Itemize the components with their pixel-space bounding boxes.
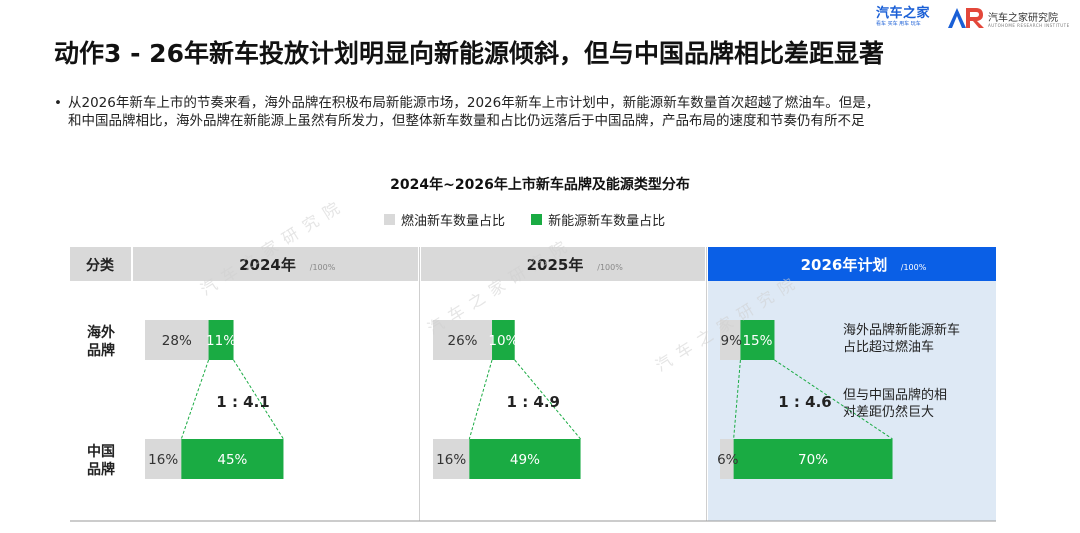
legend-label-nev: 新能源新车数量占比 <box>548 214 666 229</box>
period-header-label-1: 2024年 <box>239 256 296 274</box>
bar-nev-1-1 <box>208 320 234 360</box>
period-header-label-3: 2026年计划 <box>801 256 888 274</box>
legend-swatch-fuel <box>384 214 395 225</box>
period-header-cell-1 <box>133 247 418 281</box>
label-nev-3-1: 15% <box>742 333 772 349</box>
bar-fuel-3-2 <box>720 439 734 479</box>
bullet-point: • 从2026年新车上市的节奏来看，海外品牌在积极布局新能源市场，2026年新车… <box>54 94 1054 130</box>
connector-left-3 <box>733 359 741 440</box>
label-nev-3-2: 70% <box>798 452 828 468</box>
bar-nev-2-2 <box>469 439 581 479</box>
category-label-1-b: 品牌 <box>87 342 115 359</box>
bullet-line-2: 和中国品牌相比，海外品牌在新能源上虽然有所发力，但整体新车数量和占比仍远落后于中… <box>68 113 865 129</box>
bar-fuel-3-1 <box>720 320 741 360</box>
page-title: 动作3 - 26年新车投放计划明显向新能源倾斜，但与中国品牌相比差距显著 <box>54 39 884 68</box>
label-fuel-3-1: 9% <box>721 333 743 349</box>
ratio-label-2: 1 : 4.9 <box>507 393 560 411</box>
autohome-logo-name: 汽车之家 <box>876 6 931 21</box>
legend-label-fuel: 燃油新车数量占比 <box>401 214 506 229</box>
connector-right-1 <box>233 359 284 440</box>
period-header-unit-2: /100% <box>597 263 623 272</box>
autohome-logo-tagline: 看车 买车 用车 玩车 <box>876 21 921 27</box>
ratio-label-3: 1 : 4.6 <box>778 393 831 411</box>
label-fuel-1-2: 16% <box>148 452 178 468</box>
annotation-1-line-1: 海外品牌新能源新车 <box>843 322 960 338</box>
bar-fuel-1-1 <box>145 320 209 360</box>
label-nev-1-2: 45% <box>217 452 247 468</box>
connector-left-2 <box>468 359 493 440</box>
bar-fuel-1-2 <box>145 439 182 479</box>
category-label-2-b: 品牌 <box>87 461 115 478</box>
label-nev-2-1: 10% <box>488 333 518 349</box>
connector-right-2 <box>514 359 581 440</box>
ratio-label-1: 1 : 4.1 <box>216 393 269 411</box>
period-header-cell-2 <box>421 247 705 281</box>
bar-nev-3-2 <box>733 439 893 479</box>
category-label-2-a: 中国 <box>87 443 115 460</box>
label-fuel-3-2: 6% <box>717 452 739 468</box>
annotation-1-line-2: 占比超过燃油车 <box>843 339 934 355</box>
institute-logo-name: 汽车之家研究院 <box>988 13 1058 24</box>
connector-left-1 <box>180 359 210 440</box>
bar-nev-1-2 <box>181 439 284 479</box>
connector-right-3 <box>774 359 893 440</box>
period-header-label-2: 2025年 <box>527 256 584 274</box>
period-header-unit-1: /100% <box>310 263 336 272</box>
chart-title: 2024年~2026年上市新车品牌及能源类型分布 <box>390 177 690 193</box>
label-fuel-2-2: 16% <box>436 452 466 468</box>
label-nev-2-2: 49% <box>510 452 540 468</box>
bar-fuel-2-1 <box>433 320 493 360</box>
institute-logo-tagline: AUTOHOME RESEARCH INSTITUTE <box>988 23 1070 28</box>
bar-nev-3-1 <box>740 320 775 360</box>
institute-ar-mark-icon <box>948 8 984 28</box>
watermark-text-1: 汽车之家研究院 <box>197 194 350 299</box>
legend-item-fuel: 燃油新车数量占比 <box>384 210 505 229</box>
category-label-1-a: 海外 <box>87 324 115 341</box>
category-header-label: 分类 <box>86 257 115 274</box>
legend-swatch-nev <box>531 214 543 225</box>
label-fuel-1-1: 28% <box>162 333 192 349</box>
annotation-2-line-2: 对差距仍然巨大 <box>843 404 934 420</box>
category-header-cell <box>70 247 131 281</box>
bar-fuel-2-2 <box>433 439 470 479</box>
annotation-2-line-1: 但与中国品牌的相 <box>843 387 947 403</box>
bullet-dot-icon: • <box>54 95 62 111</box>
period-header-cell-3 <box>708 247 996 281</box>
bar-nev-2-1 <box>492 320 515 360</box>
label-nev-1-1: 11% <box>206 333 236 349</box>
chart-legend: 燃油新车数量占比 新能源新车数量占比 <box>384 210 687 229</box>
institute-logo: 汽车之家研究院 AUTOHOME RESEARCH INSTITUTE <box>946 6 1074 32</box>
bullet-line-1: 从2026年新车上市的节奏来看，海外品牌在积极布局新能源市场，2026年新车上市… <box>68 95 880 111</box>
label-fuel-2-1: 26% <box>448 333 478 349</box>
period-header-unit-3: /100% <box>901 263 927 272</box>
autohome-logo: 汽车之家 看车 买车 用车 玩车 <box>876 6 934 32</box>
legend-item-nev: 新能源新车数量占比 <box>531 210 665 229</box>
